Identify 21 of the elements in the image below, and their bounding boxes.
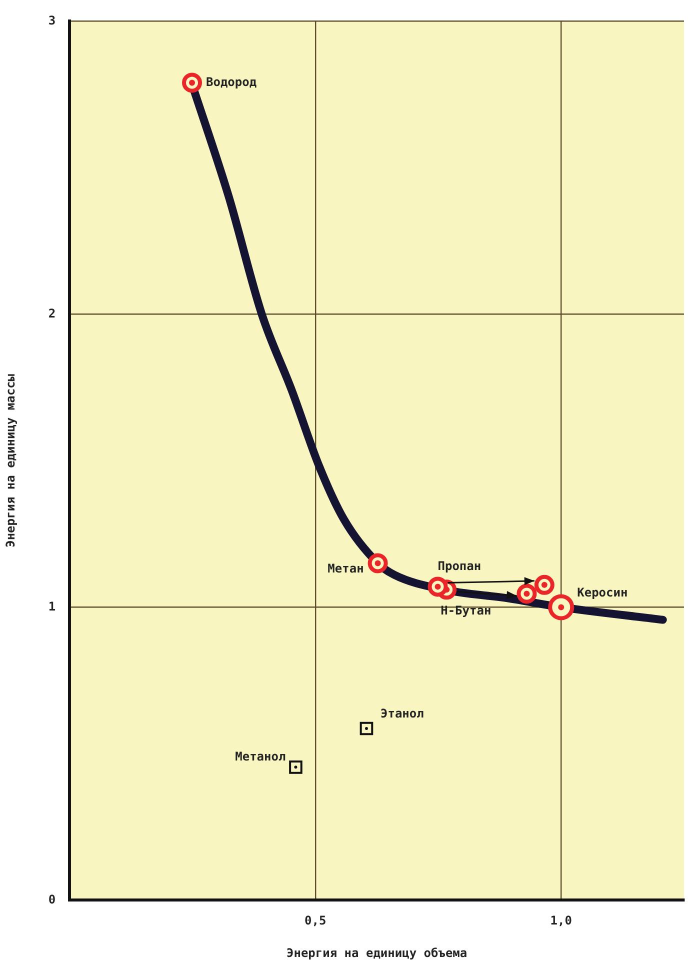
y-tick-label: 0 <box>48 892 56 906</box>
point <box>428 576 448 597</box>
x-tick-label: 1,0 <box>550 914 572 928</box>
point <box>289 760 302 774</box>
series-label: Пропан <box>438 558 482 573</box>
series-label: Керосин <box>577 585 628 600</box>
y-tick-label: 1 <box>48 599 56 614</box>
series-label: Метанол <box>235 749 286 764</box>
y-axis-title: Энергия на единицу массы <box>3 373 18 548</box>
point <box>548 594 574 620</box>
series-label: Этанол <box>380 706 424 721</box>
y-tick-label: 3 <box>48 13 56 28</box>
series-label: Водород <box>206 74 257 89</box>
x-tick-label: 0,5 <box>304 914 326 928</box>
x-axis-title: Энергия на единицу объема <box>286 946 468 960</box>
point <box>516 584 537 604</box>
series-label: Н-Бутан <box>440 604 492 618</box>
point <box>360 722 374 736</box>
y-tick-label: 2 <box>48 306 56 320</box>
point <box>534 574 554 595</box>
series-label: Метан <box>328 561 364 576</box>
